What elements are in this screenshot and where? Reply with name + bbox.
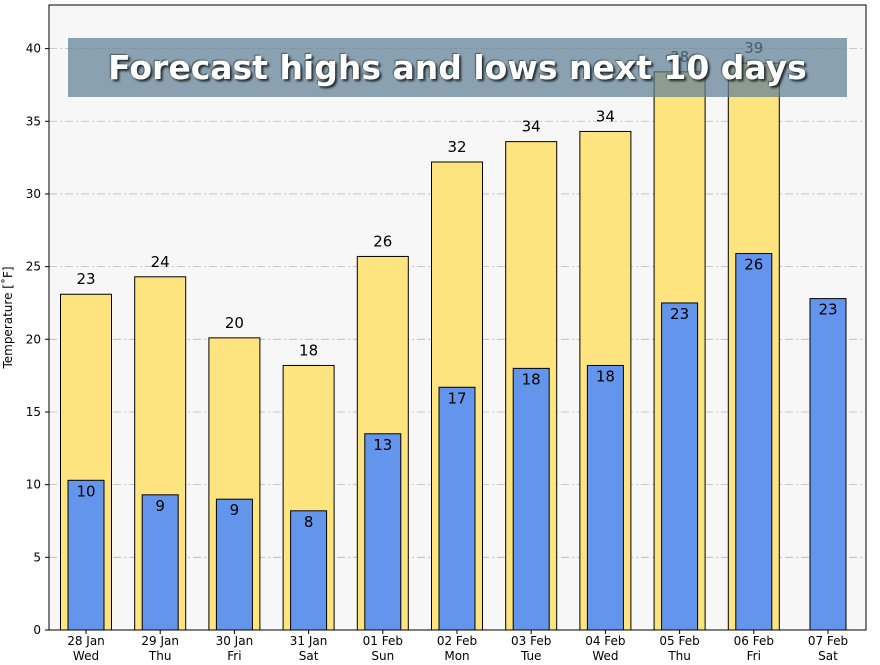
high-value-label: 32 <box>447 138 466 156</box>
y-axis-ticks: 0 5 10 15 20 25 30 35 40 <box>26 42 49 637</box>
low-value-label: 9 <box>155 497 165 515</box>
high-value-label: 23 <box>76 270 95 288</box>
low-bar <box>809 298 847 631</box>
low-series <box>67 253 847 631</box>
x-tick-date-label: 04 Feb <box>585 634 625 648</box>
y-tick-label: 35 <box>26 114 41 128</box>
high-value-label: 18 <box>299 341 318 359</box>
low-value-label: 26 <box>744 256 763 274</box>
low-value-label: 9 <box>230 501 240 519</box>
y-tick-label: 10 <box>26 478 41 492</box>
x-tick-date-label: 01 Feb <box>363 634 403 648</box>
low-value-label: 23 <box>818 301 837 319</box>
low-bar <box>215 498 253 631</box>
high-value-label: 20 <box>225 314 244 332</box>
high-value-label: 26 <box>373 232 392 250</box>
y-tick-label: 0 <box>33 623 41 637</box>
low-bar <box>661 302 699 631</box>
low-bar <box>735 253 773 631</box>
high-value-label: 34 <box>596 107 615 125</box>
x-tick-day-label: Wed <box>592 649 618 663</box>
low-bar <box>141 494 179 631</box>
title-banner: Forecast highs and lows next 10 days <box>68 38 847 97</box>
high-value-label: 24 <box>151 253 170 271</box>
x-tick-day-label: Thu <box>148 649 172 663</box>
x-tick-day-label: Fri <box>227 649 241 663</box>
x-tick-date-label: 28 Jan <box>67 634 105 648</box>
x-tick-date-label: 30 Jan <box>216 634 254 648</box>
low-value-label: 17 <box>447 389 466 407</box>
low-value-label: 23 <box>670 305 689 323</box>
x-tick-day-label: Sat <box>299 649 319 663</box>
x-tick-date-label: 05 Feb <box>659 634 699 648</box>
x-tick-day-label: Wed <box>73 649 99 663</box>
y-axis-label: Temperature [˚F] <box>0 266 15 369</box>
low-value-label: 18 <box>522 370 541 388</box>
y-tick-label: 15 <box>26 405 41 419</box>
y-tick-label: 5 <box>33 550 41 564</box>
x-tick-day-label: Tue <box>520 649 542 663</box>
low-bar <box>512 367 550 631</box>
plot-frame <box>48 4 867 631</box>
y-tick-label: 30 <box>26 187 41 201</box>
low-bar <box>67 479 105 631</box>
x-tick-day-label: Fri <box>747 649 761 663</box>
low-value-label: 8 <box>304 513 314 531</box>
x-tick-day-label: Sat <box>818 649 838 663</box>
low-value-label: 18 <box>596 367 615 385</box>
x-tick-date-label: 02 Feb <box>437 634 477 648</box>
x-tick-day-label: Sun <box>371 649 394 663</box>
low-bar <box>290 510 328 631</box>
x-tick-date-label: 31 Jan <box>290 634 328 648</box>
low-value-label: 13 <box>373 436 392 454</box>
low-bar <box>364 433 402 631</box>
chart-title: Forecast highs and lows next 10 days <box>108 48 807 87</box>
x-tick-date-label: 07 Feb <box>808 634 848 648</box>
x-tick-date-label: 06 Feb <box>734 634 774 648</box>
x-tick-day-label: Thu <box>667 649 691 663</box>
x-tick-date-label: 03 Feb <box>511 634 551 648</box>
low-bar <box>586 364 624 631</box>
y-tick-label: 20 <box>26 332 41 346</box>
y-tick-label: 25 <box>26 260 41 274</box>
x-tick-day-label: Mon <box>444 649 469 663</box>
high-value-label: 34 <box>522 118 541 136</box>
low-value-label: 10 <box>76 482 95 500</box>
low-bar <box>438 386 476 631</box>
y-tick-label: 40 <box>26 42 41 56</box>
x-tick-date-label: 29 Jan <box>141 634 179 648</box>
